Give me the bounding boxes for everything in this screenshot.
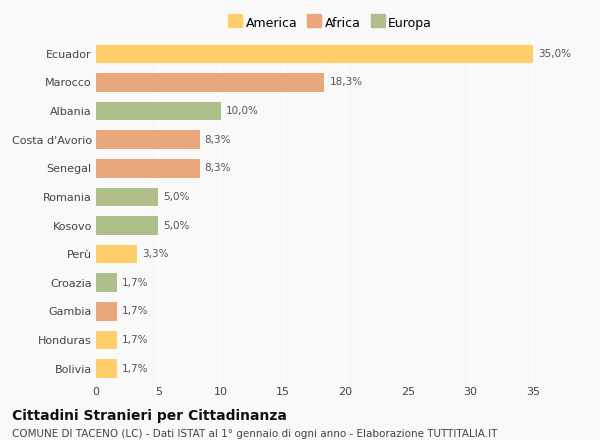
Bar — [96, 273, 117, 292]
Bar — [96, 330, 117, 349]
Bar — [96, 302, 117, 321]
Bar — [96, 359, 117, 378]
Bar — [96, 130, 200, 149]
Bar — [96, 73, 325, 92]
Text: Cittadini Stranieri per Cittadinanza: Cittadini Stranieri per Cittadinanza — [12, 409, 287, 423]
Text: 1,7%: 1,7% — [122, 306, 149, 316]
Text: 8,3%: 8,3% — [205, 135, 231, 145]
Text: 1,7%: 1,7% — [122, 363, 149, 374]
Text: 35,0%: 35,0% — [538, 49, 571, 59]
Text: 8,3%: 8,3% — [205, 163, 231, 173]
Bar — [96, 245, 137, 264]
Legend: America, Africa, Europa: America, Africa, Europa — [223, 11, 437, 34]
Bar — [96, 187, 158, 206]
Text: 1,7%: 1,7% — [122, 278, 149, 288]
Text: 3,3%: 3,3% — [142, 249, 169, 259]
Bar — [96, 102, 221, 121]
Bar — [96, 44, 533, 63]
Text: 1,7%: 1,7% — [122, 335, 149, 345]
Bar — [96, 216, 158, 235]
Text: COMUNE DI TACENO (LC) - Dati ISTAT al 1° gennaio di ogni anno - Elaborazione TUT: COMUNE DI TACENO (LC) - Dati ISTAT al 1°… — [12, 429, 497, 439]
Text: 5,0%: 5,0% — [163, 220, 190, 231]
Text: 10,0%: 10,0% — [226, 106, 259, 116]
Bar — [96, 159, 200, 178]
Text: 18,3%: 18,3% — [329, 77, 362, 88]
Text: 5,0%: 5,0% — [163, 192, 190, 202]
